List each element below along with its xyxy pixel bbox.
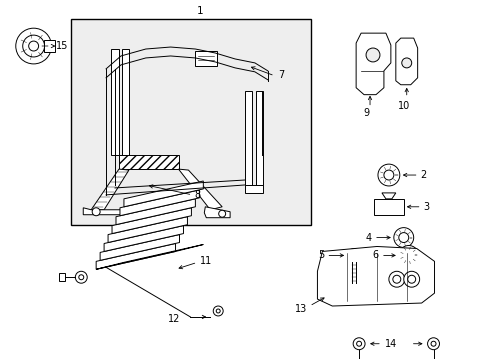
Circle shape bbox=[346, 248, 360, 262]
Polygon shape bbox=[83, 208, 122, 215]
Bar bbox=[119, 155, 178, 169]
Polygon shape bbox=[104, 226, 183, 251]
Text: 3: 3 bbox=[423, 202, 429, 212]
Bar bbox=[71, 19, 311, 225]
Bar bbox=[255, 91, 263, 185]
Text: 4: 4 bbox=[365, 233, 371, 243]
Text: 6: 6 bbox=[372, 251, 378, 260]
Polygon shape bbox=[100, 235, 179, 260]
Polygon shape bbox=[317, 247, 434, 306]
Bar bbox=[195, 51, 217, 66]
Polygon shape bbox=[96, 243, 175, 269]
Text: 9: 9 bbox=[362, 108, 368, 117]
Circle shape bbox=[403, 271, 419, 287]
Bar bbox=[244, 91, 251, 185]
Text: 13: 13 bbox=[295, 304, 307, 314]
Text: 1: 1 bbox=[197, 6, 203, 16]
Text: 12: 12 bbox=[168, 314, 181, 324]
Circle shape bbox=[393, 228, 413, 247]
Circle shape bbox=[388, 271, 404, 287]
Bar bbox=[111, 49, 119, 155]
Circle shape bbox=[22, 35, 44, 57]
Text: 15: 15 bbox=[55, 41, 68, 51]
Circle shape bbox=[366, 48, 379, 62]
Circle shape bbox=[79, 275, 83, 280]
Polygon shape bbox=[355, 33, 390, 95]
Text: 2: 2 bbox=[420, 170, 426, 180]
Bar bbox=[244, 185, 263, 193]
Circle shape bbox=[16, 28, 51, 64]
Text: 5: 5 bbox=[318, 251, 324, 260]
Text: 14: 14 bbox=[384, 339, 396, 349]
Polygon shape bbox=[373, 199, 403, 215]
Bar bbox=[60, 273, 65, 281]
Circle shape bbox=[352, 338, 365, 350]
Circle shape bbox=[403, 251, 413, 260]
Bar bbox=[122, 49, 129, 155]
Circle shape bbox=[92, 208, 100, 216]
Circle shape bbox=[407, 275, 415, 283]
Circle shape bbox=[75, 271, 87, 283]
Circle shape bbox=[392, 275, 400, 283]
Polygon shape bbox=[395, 38, 417, 85]
Polygon shape bbox=[108, 217, 187, 243]
Circle shape bbox=[430, 341, 435, 346]
Polygon shape bbox=[91, 169, 129, 210]
Text: 10: 10 bbox=[397, 100, 409, 111]
Circle shape bbox=[213, 306, 223, 316]
Circle shape bbox=[427, 338, 439, 350]
Polygon shape bbox=[204, 207, 230, 218]
Polygon shape bbox=[123, 181, 203, 207]
Circle shape bbox=[350, 252, 356, 258]
Text: 11: 11 bbox=[200, 256, 212, 266]
Circle shape bbox=[398, 246, 418, 265]
Polygon shape bbox=[178, 169, 222, 210]
Polygon shape bbox=[116, 199, 195, 225]
Polygon shape bbox=[120, 190, 199, 216]
Text: 8: 8 bbox=[194, 190, 200, 200]
Circle shape bbox=[29, 41, 39, 51]
Bar bbox=[43, 40, 55, 52]
Circle shape bbox=[216, 309, 220, 313]
Circle shape bbox=[377, 164, 399, 186]
Polygon shape bbox=[96, 244, 203, 269]
Circle shape bbox=[356, 341, 361, 346]
Polygon shape bbox=[112, 208, 191, 234]
Circle shape bbox=[218, 210, 225, 217]
Circle shape bbox=[398, 233, 408, 243]
Circle shape bbox=[401, 58, 411, 68]
Text: 7: 7 bbox=[277, 70, 284, 80]
Polygon shape bbox=[381, 193, 395, 199]
Circle shape bbox=[383, 170, 393, 180]
